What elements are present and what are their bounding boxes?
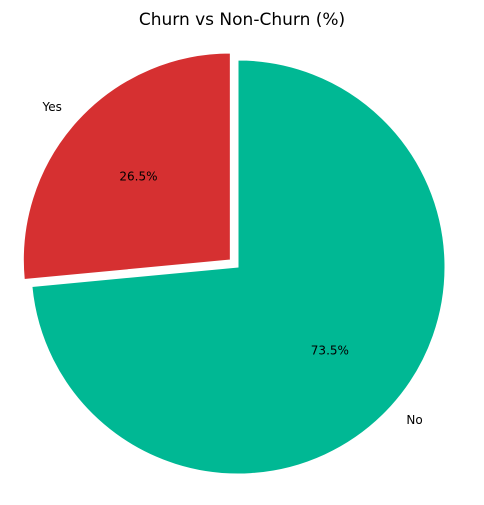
pie-slice-no — [31, 59, 446, 475]
pie-labels: No 73.5% Yes 26.5% — [42, 100, 423, 427]
pie-slices — [22, 52, 446, 475]
chart-title: Churn vs Non-Churn (%) — [139, 10, 345, 30]
slice-label-yes: Yes — [42, 100, 62, 114]
slice-label-no: No — [406, 413, 422, 427]
pct-label-no: 73.5% — [311, 344, 349, 358]
pie-slice-yes — [22, 52, 231, 281]
pct-label-yes: 26.5% — [119, 169, 157, 183]
